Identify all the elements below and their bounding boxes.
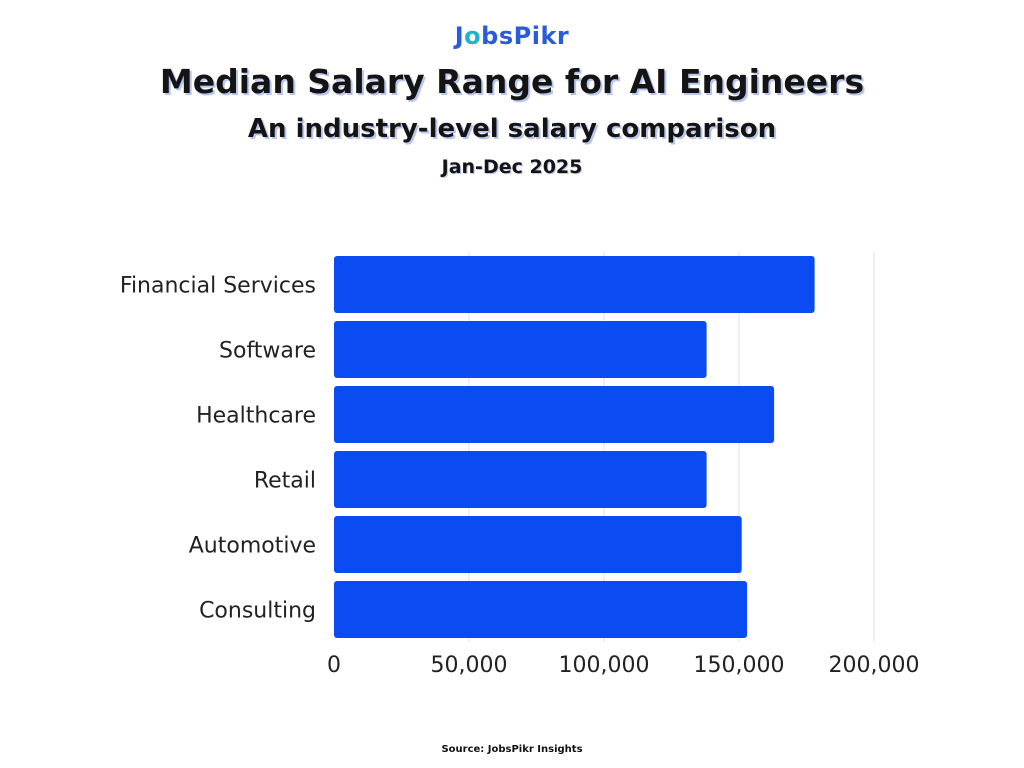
bar xyxy=(334,321,707,378)
chart-title: Median Salary Range for AI Engineers xyxy=(159,62,865,101)
category-labels: Financial Services Software Healthcare Reta… xyxy=(120,274,316,624)
bar xyxy=(334,256,815,313)
x-tick-label: 150,000 xyxy=(694,653,785,678)
category-label: Consulting xyxy=(199,599,316,624)
category-label: Retail xyxy=(254,469,316,494)
logo-text-part1: J xyxy=(454,22,465,50)
x-tick-label: 100,000 xyxy=(559,653,650,678)
bar xyxy=(334,386,775,443)
jobspikr-logo: JobsPikr xyxy=(0,22,1024,50)
category-label: Automotive xyxy=(189,534,316,559)
bar xyxy=(334,581,748,638)
x-tick-label: 50,000 xyxy=(431,653,508,678)
x-tick-labels: 0 50,000 100,000 150,000 200,000 xyxy=(327,653,919,678)
bar-chart: Financial Services Software Healthcare Reta… xyxy=(120,252,919,678)
x-tick-label: 0 xyxy=(327,653,341,678)
x-tick-label: 200,000 xyxy=(829,653,920,678)
logo-text-part3: bsPikr xyxy=(481,22,570,50)
bars xyxy=(334,256,815,638)
bar xyxy=(334,451,707,508)
bar xyxy=(334,516,742,573)
grid-lines xyxy=(468,252,875,642)
chart-period: Jan-Dec 2025 xyxy=(441,156,583,178)
chart-subtitle: An industry-level salary comparison xyxy=(247,114,777,144)
source-note: Source: JobsPikr Insights xyxy=(441,744,583,755)
logo-text-part2: o xyxy=(464,22,482,50)
category-label: Financial Services xyxy=(120,274,316,299)
category-label: Healthcare xyxy=(196,404,316,429)
category-label: Software xyxy=(219,339,316,364)
